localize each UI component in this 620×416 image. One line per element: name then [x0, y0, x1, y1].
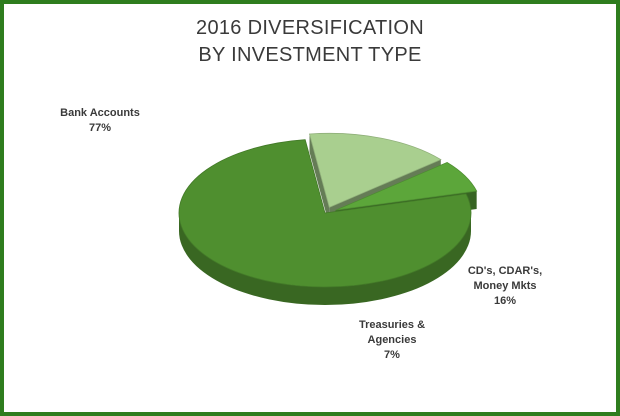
slice-value-cds: 16% — [493, 295, 517, 307]
data-label-treasuries-agencies: Treasuries & Agencies 7% — [337, 318, 447, 363]
data-label-bank-accounts: Bank Accounts 77% — [40, 106, 160, 136]
slice-label-bank-accounts: Bank Accounts — [60, 107, 140, 119]
slice-label-cds-line-1: CD's, CDAR's, — [467, 265, 543, 277]
data-label-cds-cdars-money-mkts: CD's, CDAR's, Money Mkts 16% — [445, 264, 565, 309]
pie-side-bank-accounts — [179, 213, 471, 305]
slice-value-bank-accounts: 77% — [88, 122, 112, 134]
slice-label-treasuries-line-1: Treasuries & — [358, 319, 426, 331]
pie-slice-cds-cdars-money-mkts — [308, 132, 442, 208]
pie-slice-treasuries-agencies — [335, 161, 478, 211]
slice-value-treasuries: 7% — [384, 349, 400, 361]
pie-slice-bank-accounts — [178, 139, 472, 288]
chart-title-line-1: 2016 DIVERSIFICATION — [196, 17, 424, 39]
slice-label-treasuries-line-2: Agencies — [367, 334, 417, 346]
chart-title-line-2: BY INVESTMENT TYPE — [198, 44, 422, 66]
slice-label-cds-line-2: Money Mkts — [473, 280, 537, 292]
pie-cut-face-cds-cdars-money-mkts-0 — [309, 134, 330, 226]
chart-title: 2016 DIVERSIFICATION BY INVESTMENT TYPE — [0, 15, 620, 69]
